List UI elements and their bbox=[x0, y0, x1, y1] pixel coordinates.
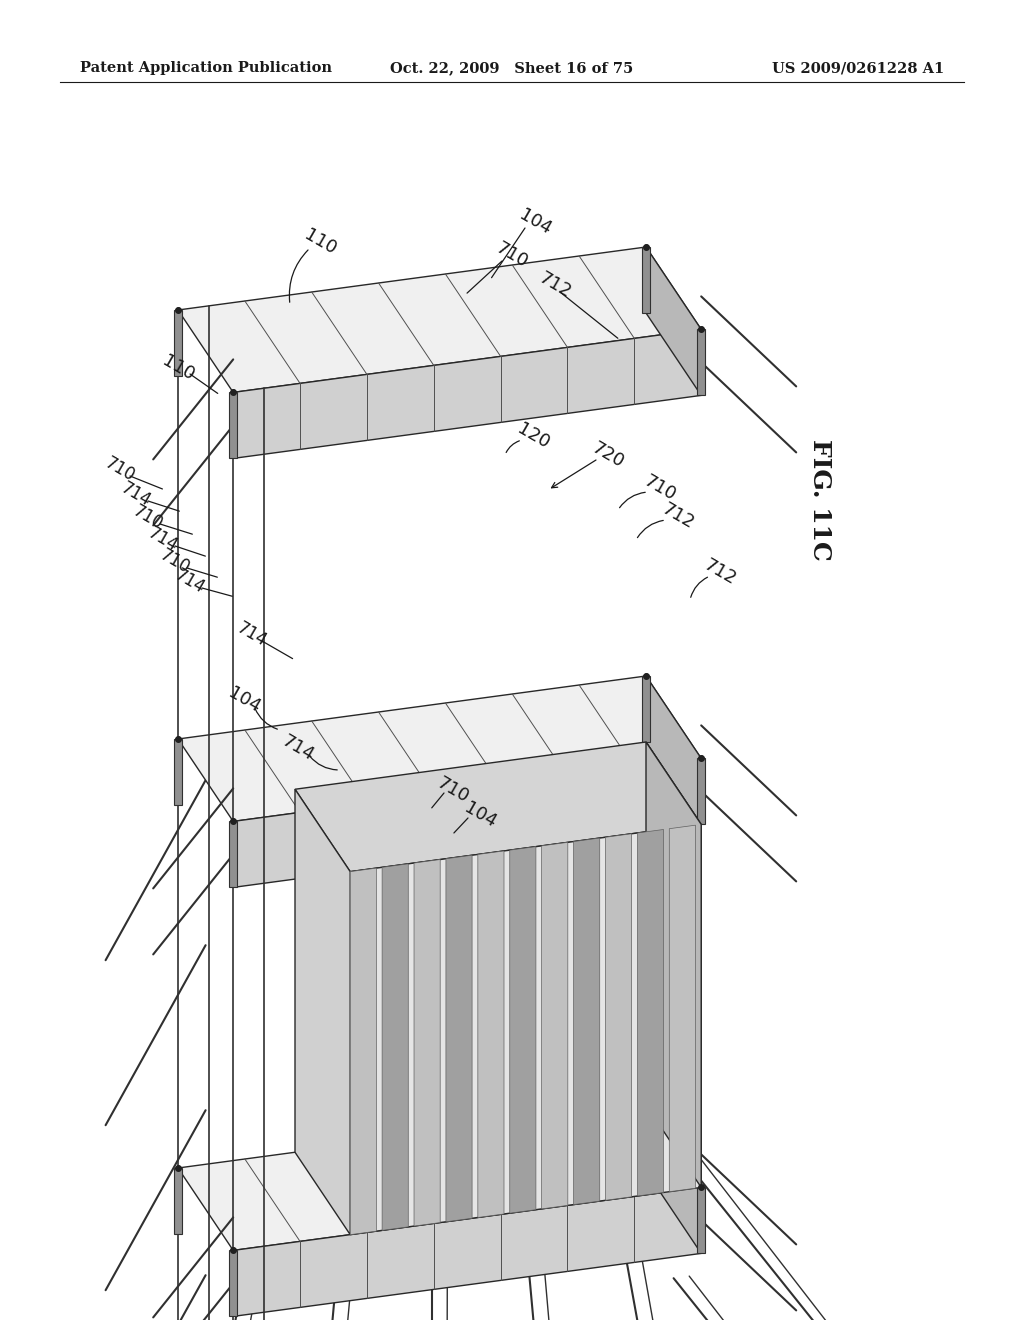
Polygon shape bbox=[697, 1188, 706, 1254]
Text: 712: 712 bbox=[658, 499, 697, 532]
Polygon shape bbox=[178, 676, 701, 821]
Polygon shape bbox=[697, 330, 706, 396]
Text: 104: 104 bbox=[224, 684, 263, 717]
Polygon shape bbox=[229, 1250, 238, 1316]
Polygon shape bbox=[414, 859, 440, 1226]
Polygon shape bbox=[229, 392, 238, 458]
Text: 710: 710 bbox=[157, 546, 194, 578]
Text: 110: 110 bbox=[159, 351, 198, 384]
Text: 714: 714 bbox=[172, 566, 208, 598]
Polygon shape bbox=[295, 742, 701, 871]
Text: 714: 714 bbox=[279, 731, 317, 764]
Polygon shape bbox=[350, 825, 701, 1234]
Polygon shape bbox=[174, 310, 182, 376]
Polygon shape bbox=[646, 742, 701, 1188]
Polygon shape bbox=[573, 838, 600, 1205]
Polygon shape bbox=[670, 825, 695, 1192]
Text: Patent Application Publication: Patent Application Publication bbox=[80, 61, 332, 75]
Polygon shape bbox=[233, 759, 701, 887]
Polygon shape bbox=[445, 855, 472, 1222]
Polygon shape bbox=[478, 851, 504, 1217]
Polygon shape bbox=[642, 247, 650, 313]
Polygon shape bbox=[637, 829, 664, 1196]
Text: 710: 710 bbox=[641, 471, 679, 504]
Polygon shape bbox=[697, 759, 706, 825]
Text: 714: 714 bbox=[233, 619, 270, 651]
Polygon shape bbox=[174, 1168, 182, 1234]
Text: 104: 104 bbox=[516, 206, 554, 239]
Polygon shape bbox=[295, 789, 350, 1234]
Text: 710: 710 bbox=[130, 503, 166, 533]
Polygon shape bbox=[350, 869, 377, 1234]
Text: 712: 712 bbox=[700, 556, 739, 589]
Polygon shape bbox=[174, 739, 182, 805]
Text: US 2009/0261228 A1: US 2009/0261228 A1 bbox=[772, 61, 944, 75]
Text: 714: 714 bbox=[144, 524, 181, 556]
Polygon shape bbox=[382, 863, 409, 1230]
Text: FIG. 11C: FIG. 11C bbox=[808, 440, 831, 561]
Polygon shape bbox=[646, 247, 701, 396]
Text: Oct. 22, 2009  Sheet 16 of 75: Oct. 22, 2009 Sheet 16 of 75 bbox=[390, 61, 634, 75]
Polygon shape bbox=[178, 247, 701, 392]
Polygon shape bbox=[542, 842, 568, 1209]
Polygon shape bbox=[642, 1105, 650, 1171]
Text: 720: 720 bbox=[589, 438, 628, 471]
Polygon shape bbox=[233, 1188, 701, 1316]
Text: 110: 110 bbox=[301, 226, 339, 259]
Text: 714: 714 bbox=[118, 479, 155, 511]
Polygon shape bbox=[646, 676, 701, 825]
Polygon shape bbox=[605, 834, 632, 1200]
Polygon shape bbox=[642, 676, 650, 742]
Polygon shape bbox=[646, 1105, 701, 1254]
Polygon shape bbox=[510, 846, 536, 1213]
Polygon shape bbox=[229, 821, 238, 887]
Text: 710: 710 bbox=[434, 774, 472, 807]
Text: 712: 712 bbox=[536, 268, 574, 301]
Polygon shape bbox=[178, 1105, 701, 1250]
Polygon shape bbox=[233, 330, 701, 458]
Text: 710: 710 bbox=[101, 454, 138, 486]
Text: 710: 710 bbox=[493, 239, 531, 272]
Text: 120: 120 bbox=[514, 420, 552, 453]
Text: 104: 104 bbox=[461, 799, 500, 832]
